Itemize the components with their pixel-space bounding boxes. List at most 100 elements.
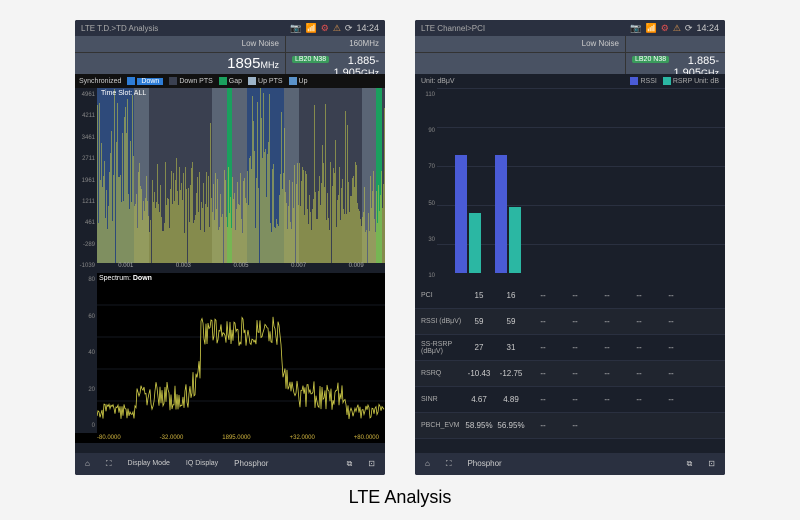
wifi-icon: 📶 xyxy=(646,23,657,34)
span-label: 160MHz xyxy=(285,36,385,52)
cell: -- xyxy=(655,369,687,378)
freq-row[interactable]: 1895MHz LB20 N38 1.885-1.905GHz xyxy=(75,52,385,74)
cell: 59 xyxy=(463,317,495,326)
cell: -- xyxy=(559,369,591,378)
refresh-icon[interactable]: ⟳ xyxy=(685,23,693,34)
status-icons: 📷 📶 ⚙ ⚠ ⟳ 14:24 xyxy=(290,23,379,34)
spike xyxy=(384,108,385,263)
time-slot-label: Time Slot: ALL xyxy=(101,90,146,97)
bar xyxy=(495,155,507,273)
td-plot-area: Time Slot: ALL xyxy=(97,88,385,273)
action-icon[interactable]: ⊡ xyxy=(704,458,719,471)
unit-label: Unit: dBμV xyxy=(421,78,455,85)
center-freq xyxy=(415,53,625,74)
cell: 16 xyxy=(495,291,527,300)
cell: -- xyxy=(527,343,559,352)
cell: -- xyxy=(527,421,559,430)
refresh-icon[interactable]: ⟳ xyxy=(345,23,353,34)
bar xyxy=(509,207,521,273)
settings-icon[interactable]: ⚙ xyxy=(321,23,329,34)
pci-chart[interactable]: 1109070503010 xyxy=(415,88,725,283)
table-row: SINR4.674.89---------- xyxy=(415,387,725,413)
freq-range: LB20 N38 1.885-1.905GHz xyxy=(625,53,725,74)
bar xyxy=(455,155,467,273)
statusbar-right: LTE Channel>PCI 📷 📶 ⚙ ⚠ ⟳ 14:24 xyxy=(415,20,725,36)
cell: 58.95% xyxy=(463,421,495,430)
cell: -- xyxy=(527,317,559,326)
cell: -- xyxy=(655,343,687,352)
freq-range: LB20 N38 1.885-1.905GHz xyxy=(285,53,385,74)
nav-icon[interactable]: ⛶ xyxy=(102,458,116,471)
action-icon[interactable]: ⧉ xyxy=(343,458,357,471)
action-icon[interactable]: ⊡ xyxy=(364,458,379,471)
legend-item: Up xyxy=(289,77,308,85)
cell: -- xyxy=(655,395,687,404)
spectrum-yaxis: 806040200 xyxy=(75,273,97,433)
clock: 14:24 xyxy=(356,23,379,33)
cell: -- xyxy=(623,317,655,326)
nav-icon[interactable]: ⌂ xyxy=(421,458,434,471)
series-legend: RSSIRSRP Unit: dB xyxy=(630,77,719,85)
nav-icon[interactable]: ⛶ xyxy=(442,458,456,471)
legend-item: Synchronized xyxy=(79,78,121,85)
cell: -- xyxy=(591,291,623,300)
freq-row[interactable]: LB20 N38 1.885-1.905GHz xyxy=(415,52,725,74)
noise-row: Low Noise 160MHz xyxy=(75,36,385,52)
spectrum-label: Spectrum: Down xyxy=(99,275,152,282)
cell: -- xyxy=(559,395,591,404)
row-label: PCI xyxy=(415,292,463,299)
legend-item: RSRP Unit: dB xyxy=(663,77,719,85)
swatch xyxy=(127,77,135,85)
statusbar-left: LTE T.D.>TD Analysis 📷 📶 ⚙ ⚠ ⟳ 14:24 xyxy=(75,20,385,36)
pci-yaxis: 1109070503010 xyxy=(415,88,437,283)
action-icon[interactable]: ⧉ xyxy=(683,458,697,471)
band-badge: LB20 N38 xyxy=(632,56,669,63)
cell: 4.89 xyxy=(495,395,527,404)
cell: 56.95% xyxy=(495,421,527,430)
cell: -- xyxy=(527,369,559,378)
cell: -- xyxy=(623,369,655,378)
warn-icon: ⚠ xyxy=(673,23,681,34)
nav-icon[interactable]: ⌂ xyxy=(81,458,94,471)
td-xticks: 0.0010.0030.0050.0070.009 xyxy=(97,263,385,273)
camera-icon[interactable]: 📷 xyxy=(290,23,301,34)
bottombar-left: ⌂ ⛶ Display Mode IQ Display Phosphor ⧉ ⊡ xyxy=(75,453,385,475)
cell: -- xyxy=(559,291,591,300)
cell: 15 xyxy=(463,291,495,300)
legend-row: Unit: dBμV RSSIRSRP Unit: dB xyxy=(415,74,725,88)
bar xyxy=(469,213,481,273)
band-badge: LB20 N38 xyxy=(292,56,329,63)
mode-button[interactable]: Phosphor xyxy=(463,458,505,471)
device-td-analysis: LTE T.D.>TD Analysis 📷 📶 ⚙ ⚠ ⟳ 14:24 Low… xyxy=(75,20,385,475)
row-label: SS-RSRP (dBμV) xyxy=(415,341,463,355)
breadcrumb: LTE T.D.>TD Analysis xyxy=(81,24,158,33)
td-plot[interactable]: 496142113461271119611211461-289-1039 Tim… xyxy=(75,88,385,273)
swatch xyxy=(219,77,227,85)
status-icons: 📷 📶 ⚙ ⚠ ⟳ 14:24 xyxy=(630,23,719,34)
row-label: RSSI (dBμV) xyxy=(415,318,463,325)
row-label: RSRQ xyxy=(415,370,463,377)
settings-icon[interactable]: ⚙ xyxy=(661,23,669,34)
span-label xyxy=(625,36,725,52)
mode-button[interactable]: Display Mode xyxy=(123,458,173,470)
caption: LTE Analysis xyxy=(0,475,800,520)
camera-icon[interactable]: 📷 xyxy=(630,23,641,34)
cell: -- xyxy=(655,291,687,300)
spectrum-xticks: -80.0000-32.00001895.0000+32.0000+80.000… xyxy=(75,433,385,443)
table-row: PCI1516---------- xyxy=(415,283,725,309)
cell: -- xyxy=(559,421,591,430)
cell: 27 xyxy=(463,343,495,352)
spectrum-plot[interactable]: Spectrum: Down 806040200 xyxy=(75,273,385,433)
cell: -- xyxy=(527,291,559,300)
warn-icon: ⚠ xyxy=(333,23,341,34)
clock: 14:24 xyxy=(696,23,719,33)
cell: -- xyxy=(623,343,655,352)
cell: -- xyxy=(655,317,687,326)
mode-button[interactable]: Phosphor xyxy=(230,458,272,471)
table-row: RSSI (dBμV)5959---------- xyxy=(415,309,725,335)
pci-table: PCI1516----------RSSI (dBμV)5959--------… xyxy=(415,283,725,453)
mode-button[interactable]: IQ Display xyxy=(182,458,222,470)
cell: -- xyxy=(591,343,623,352)
cell: -- xyxy=(559,343,591,352)
cell: -- xyxy=(623,291,655,300)
